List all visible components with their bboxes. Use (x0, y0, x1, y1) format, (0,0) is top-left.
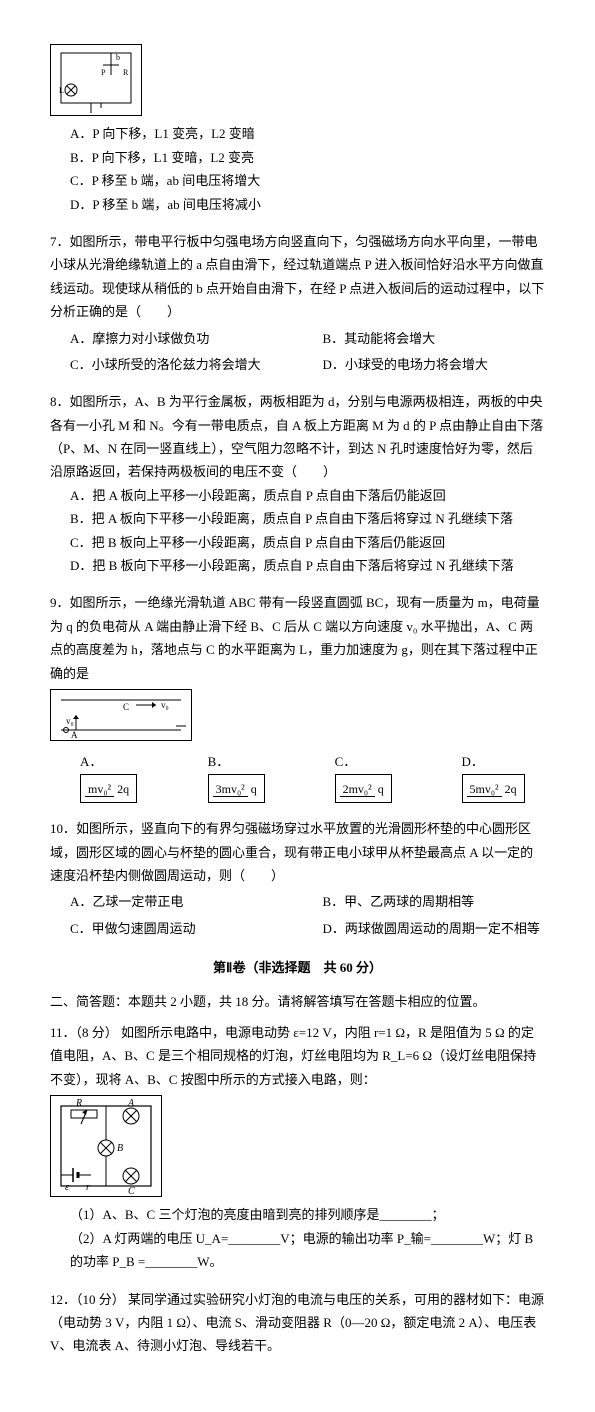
question-7: 7．如图所示，带电平行板中匀强电场方向竖直向下，匀强磁场方向水平向里，一带电小球… (50, 230, 545, 376)
question-8: 8．如图所示，A、B 为平行金属板，两板相距为 d，分别与电源两极相连，两板的中… (50, 390, 545, 577)
svg-text:C: C (123, 702, 129, 712)
q9-option-d: D． 5mv₀²2q (462, 750, 546, 803)
q10-option-b: B．甲、乙两球的周期相等 (323, 890, 546, 913)
part2-sub: 二、简答题：本题共 2 小题，共 18 分。请将解答填写在答题卡相应的位置。 (50, 990, 545, 1013)
q9-d-den: 2q (502, 782, 520, 796)
q9-option-a: A． mv₀²2q (80, 750, 158, 803)
svg-text:A: A (127, 1098, 135, 1109)
svg-text:b: b (116, 53, 120, 62)
q6-options: A．P 向下移，L1 变亮，L2 变暗 B．P 向下移，L1 变暗，L2 变亮 … (70, 122, 545, 216)
q9-c-label: C． (335, 754, 357, 769)
q8-options: A．把 A 板向上平移一小段距离，质点自 P 点自由下落后仍能返回 B．把 A … (70, 484, 545, 578)
svg-text:L: L (59, 86, 64, 95)
q9-a-num: mv₀² (85, 782, 114, 797)
q6-option-d: D．P 移至 b 端，ab 间电压将减小 (70, 193, 545, 216)
q9-a-label: A． (80, 754, 102, 769)
q9-b-den: q (248, 782, 260, 796)
q8-option-c: C．把 B 板向上平移一小段距离，质点自 P 点自由下落后仍能返回 (70, 531, 545, 554)
q11-text: 如图所示电路中，电源电动势 ε=12 V，内阻 r=1 Ω，R 是阻值为 5 Ω… (50, 1025, 536, 1087)
q10-option-a: A．乙球一定带正电 (70, 890, 293, 913)
q7-option-d: D．小球受的电场力将会增大 (323, 353, 546, 376)
q12-points: ．（10 分） (63, 1292, 125, 1307)
q9-b-label: B． (208, 754, 230, 769)
q9-b-num: 3mv₀² (213, 782, 248, 797)
q6-option-a: A．P 向下移，L1 变亮，L2 变暗 (70, 122, 545, 145)
q9-options: A．mv₀²2q B．3mv₀²q C．2mv₀²q D．5mv₀²2q (80, 750, 545, 803)
q9-c-den: q (375, 782, 387, 796)
svg-text:A: A (71, 730, 78, 740)
q8-text: 8．如图所示，A、B 为平行金属板，两板相距为 d，分别与电源两极相连，两板的中… (50, 390, 545, 484)
q7-options: A．摩擦力对小球做负功 B．其动能将会增大 C．小球所受的洛伦兹力将会增大 D．… (70, 327, 545, 377)
q9-c-num: 2mv₀² (340, 782, 375, 797)
q9-option-b: B． 3mv₀²q (208, 750, 285, 803)
q10-option-d: D．两球做圆周运动的周期一定不相等 (323, 917, 546, 940)
q9-text: 9．如图所示，一绝缘光滑轨道 ABC 带有一段竖直圆弧 BC，现有一质量为 m，… (50, 591, 545, 685)
q9-d-label: D． (462, 754, 484, 769)
svg-text:R: R (75, 1098, 82, 1109)
q6-figure: b P R L (50, 44, 142, 116)
question-6: b P R L A．P 向下移，L1 变亮，L2 变暗 B．P 向下移，L1 变… (50, 40, 545, 216)
q6-option-c: C．P 移至 b 端，ab 间电压将增大 (70, 169, 545, 192)
q8-option-a: A．把 A 板向上平移一小段距离，质点自 P 点自由下落后仍能返回 (70, 484, 545, 507)
svg-text:v₀: v₀ (66, 716, 74, 726)
q7-option-a: A．摩擦力对小球做负功 (70, 327, 293, 350)
q11-part1: （1）A、B、C 三个灯泡的亮度由暗到亮的排列顺序是________； (70, 1203, 545, 1226)
question-9: 9．如图所示，一绝缘光滑轨道 ABC 带有一段竖直圆弧 BC，现有一质量为 m，… (50, 591, 545, 803)
q12-num: 12 (50, 1292, 63, 1307)
q10-options: A．乙球一定带正电 B．甲、乙两球的周期相等 C．甲做匀速圆周运动 D．两球做圆… (70, 890, 545, 940)
q11-figure: R A B C ε r (50, 1095, 162, 1197)
q9-d-num: 5mv₀² (467, 782, 502, 797)
question-11: 11．（8 分） 如图所示电路中，电源电动势 ε=12 V，内阻 r=1 Ω，R… (50, 1021, 545, 1274)
svg-text:r: r (86, 1182, 90, 1193)
svg-text:R: R (123, 68, 129, 77)
part2-heading: 第Ⅱ卷（非选择题 共 60 分） (50, 956, 545, 979)
q11-num: 11 (50, 1025, 63, 1040)
q8-option-b: B．把 A 板向下平移一小段距离，质点自 P 点自由下落后将穿过 N 孔继续下落 (70, 507, 545, 530)
q7-option-c: C．小球所受的洛伦兹力将会增大 (70, 353, 293, 376)
svg-text:v₀: v₀ (161, 700, 169, 710)
svg-text:ε: ε (65, 1182, 69, 1193)
q11-part2: （2）A 灯两端的电压 U_A=________V；电源的输出功率 P_输=__… (70, 1227, 545, 1274)
q10-option-c: C．甲做匀速圆周运动 (70, 917, 293, 940)
q9-option-c: C． 2mv₀²q (335, 750, 412, 803)
question-10: 10．如图所示，竖直向下的有界匀强磁场穿过水平放置的光滑圆形杯垫的中心圆形区域，… (50, 817, 545, 940)
question-12: 12．（10 分） 某同学通过实验研究小灯泡的电流与电压的关系，可用的器材如下：… (50, 1288, 545, 1358)
q10-text: 10．如图所示，竖直向下的有界匀强磁场穿过水平放置的光滑圆形杯垫的中心圆形区域，… (50, 817, 545, 887)
q11-points: ．（8 分） (63, 1025, 118, 1040)
q6-option-b: B．P 向下移，L1 变暗，L2 变亮 (70, 146, 545, 169)
q8-option-d: D．把 B 板向下平移一小段距离，质点自 P 点自由下落后将穿过 N 孔继续下落 (70, 554, 545, 577)
q7-text: 7．如图所示，带电平行板中匀强电场方向竖直向下，匀强磁场方向水平向里，一带电小球… (50, 230, 545, 324)
q9-a-den: 2q (114, 782, 132, 796)
svg-text:B: B (117, 1143, 123, 1154)
svg-text:P: P (101, 68, 106, 77)
q7-option-b: B．其动能将会增大 (323, 327, 546, 350)
q9-figure: C v₀ v₀ A (50, 689, 192, 741)
svg-text:C: C (128, 1186, 135, 1196)
